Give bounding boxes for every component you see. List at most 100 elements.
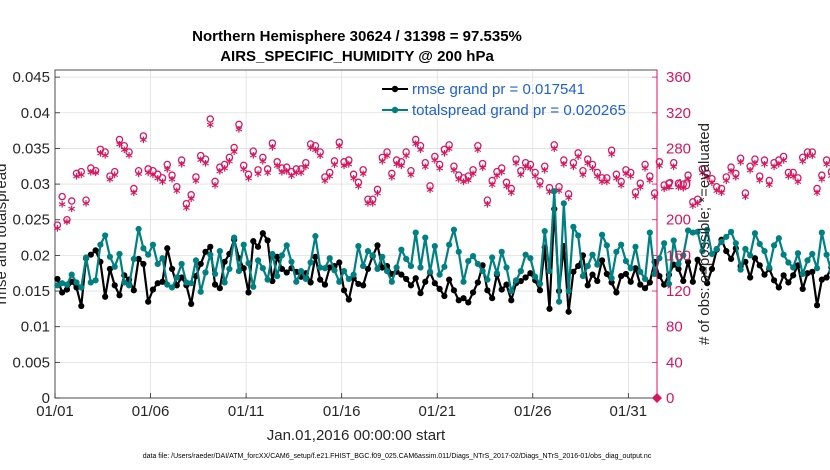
rmse-point (455, 297, 462, 304)
obs-possible-point (684, 171, 692, 179)
rmse-point (546, 305, 553, 312)
obs-evaluated-point: * (288, 171, 296, 187)
obs-evaluated-point: * (403, 151, 411, 167)
totalspread-point (360, 262, 367, 270)
rmse-point (503, 281, 510, 288)
totalspread-point (570, 223, 577, 230)
obs-evaluated-point: * (770, 162, 778, 178)
obs-possible-point (259, 153, 267, 162)
rmse-point (54, 275, 61, 283)
rmse-point (355, 280, 362, 288)
obs-evaluated-point: * (431, 156, 439, 172)
totalspread-point (541, 228, 548, 235)
obs-evaluated-point: * (747, 166, 755, 182)
totalspread-point (140, 245, 147, 252)
totalspread-point (288, 258, 295, 265)
obs-possible-point (230, 143, 238, 152)
obs-possible-point (58, 192, 66, 201)
totalspread-point (517, 267, 524, 275)
totalspread-point (460, 278, 467, 285)
obs-possible-point (741, 189, 750, 197)
obs-possible-point (354, 178, 363, 187)
obs-possible-point (134, 166, 143, 175)
totalspread-point (479, 267, 486, 275)
totalspread-point (345, 275, 352, 283)
rmse-point (474, 279, 481, 286)
rmse-point (188, 300, 195, 307)
obs-evaluated-point: * (102, 150, 110, 166)
obs-possible-point (607, 146, 616, 154)
obs-possible-point (368, 195, 377, 203)
totalspread-point (383, 267, 391, 275)
obs-evaluated-point: * (594, 172, 602, 188)
rmse-point (694, 256, 701, 263)
obs-possible-point (507, 184, 516, 193)
obs-possible-point (335, 138, 344, 146)
totalspread-point (756, 240, 763, 248)
obs-evaluated-point: * (63, 217, 71, 233)
obs-evaluated-point: * (532, 172, 540, 188)
obs-evaluated-point: * (374, 189, 382, 205)
totalspread-point (727, 228, 735, 235)
obs-evaluated-point: * (379, 157, 387, 173)
obs-possible-point (488, 176, 496, 185)
obs-evaluated-point: * (546, 187, 554, 203)
rmse-point (536, 287, 544, 294)
obs-evaluated-point: * (54, 223, 62, 239)
rmse-point (417, 290, 424, 297)
obs-evaluated-point: * (651, 192, 659, 208)
rmse-point (102, 293, 109, 300)
obs-evaluated-point: * (383, 151, 391, 167)
obs-evaluated-point: * (331, 160, 339, 176)
obs-possible-point (82, 196, 90, 204)
obs-possible-point (120, 142, 129, 150)
rmse-point (522, 274, 529, 281)
totalspread-point (259, 265, 266, 272)
obs-evaluated-point: * (598, 177, 606, 193)
obs-evaluated-point: * (340, 161, 348, 177)
totalspread-point (168, 284, 176, 291)
obs-possible-point (168, 171, 176, 179)
totalspread-point (321, 265, 329, 272)
rmse-point (403, 275, 410, 283)
obs-possible-point (497, 164, 506, 172)
obs-evaluated-point: * (369, 198, 377, 214)
obs-possible-point (244, 170, 253, 179)
rmse-point (804, 270, 811, 277)
obs-possible-point (273, 158, 281, 166)
totalspread-point (474, 260, 481, 268)
totalspread-point (699, 248, 706, 255)
line-layer (54, 188, 830, 315)
obs-possible-point (469, 166, 477, 174)
totalspread-point (283, 242, 290, 249)
totalspread-point (417, 264, 424, 271)
totalspread-point (632, 243, 639, 250)
obs-evaluated-point: * (68, 204, 76, 220)
rmse-point (689, 278, 696, 285)
obs-possible-point (254, 166, 262, 174)
obs-possible-point (593, 168, 602, 177)
obs-evaluated-point: * (231, 147, 239, 163)
obs-evaluated-point: * (235, 125, 243, 141)
rmse-point (221, 258, 228, 265)
obs-possible-point (612, 170, 621, 179)
totalspread-point (412, 229, 419, 236)
obs-possible-point (392, 156, 401, 164)
obs-evaluated-point: * (479, 163, 487, 179)
totalspread-point (331, 267, 338, 274)
totalspread-point (455, 248, 462, 255)
obs-possible-point (808, 148, 817, 156)
obs-evaluated-point: * (269, 142, 277, 158)
totalspread-point (680, 252, 687, 259)
obs-evaluated-point: * (536, 181, 544, 197)
obs-evaluated-point: * (283, 166, 291, 182)
rmse-point (465, 299, 472, 306)
totalspread-point (742, 245, 749, 253)
obs-possible-point (158, 174, 167, 182)
obs-count-layer: ****************************************… (53, 115, 830, 239)
rmse-point (259, 230, 266, 237)
totalspread-point (235, 267, 243, 275)
rmse-point (269, 277, 276, 285)
obs-possible-point (359, 166, 367, 174)
obs-possible-point (617, 177, 625, 186)
